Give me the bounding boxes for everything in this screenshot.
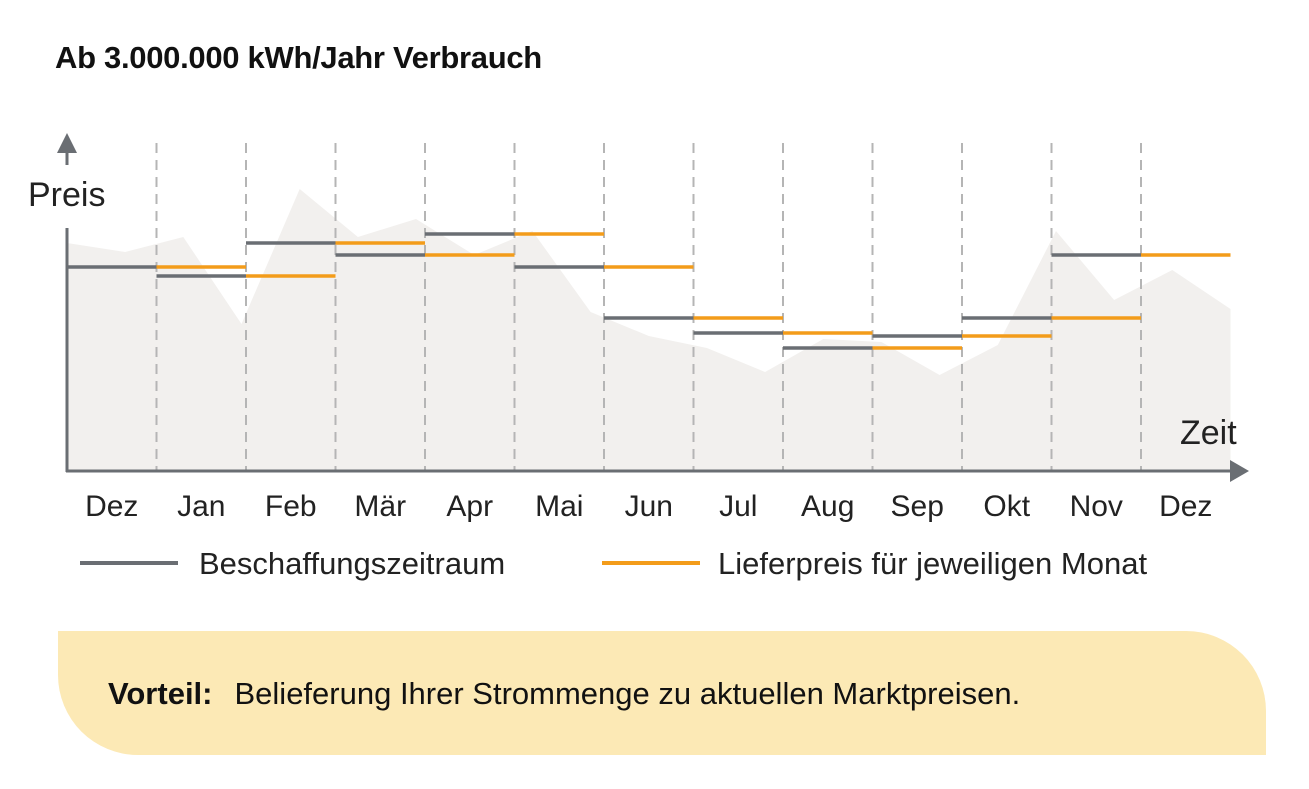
callout-content: Vorteil: Belieferung Ihrer Strommenge zu … [108,676,1020,712]
x-tick-label: Jan [177,490,225,523]
x-tick-label: Okt [983,490,1030,523]
y-axis-arrowhead [57,133,77,153]
callout-label: Vorteil: [108,676,213,711]
x-tick-label: Nov [1070,490,1123,523]
x-tick-label: Dez [1159,490,1212,523]
chart-title: Ab 3.000.000 kWh/Jahr Verbrauch [55,40,542,75]
x-tick-label: Jun [625,490,673,523]
x-tick-label: Jul [719,490,757,523]
market-price-area [67,189,1231,471]
x-tick-label: Apr [446,490,493,523]
legend-label-beschaffungszeitraum: Beschaffungszeitraum [199,546,505,581]
month-gridlines [155,143,1142,471]
callout-text: Belieferung Ihrer Strommenge zu aktuelle… [234,676,1021,711]
series-layer [67,232,1231,350]
x-tick-label: Aug [801,490,854,523]
x-tick-label: Mai [535,490,583,523]
y-axis-label: Preis [28,176,105,214]
x-tick-label: Feb [265,490,317,523]
chart: Preis Zeit Dez Jan Feb Mär Apr Mai Jun Jul Aug Se… [28,133,1249,581]
x-tick-label: Mär [354,490,406,523]
market-price-area-layer [67,189,1231,471]
advantage-callout: Vorteil: Belieferung Ihrer Strommenge zu … [58,631,1266,755]
legend-label-lieferpreis: Lieferpreis für jeweiligen Monat [718,546,1147,581]
x-axis-label: Zeit [1180,414,1237,452]
legend: Beschaffungszeitraum Lieferpreis für jew… [80,546,1147,581]
x-axis-arrowhead [1230,460,1249,482]
x-tick-label: Dez [85,490,138,523]
x-tick-label: Sep [891,490,944,523]
x-tick-labels: Dez Jan Feb Mär Apr Mai Jun Jul Aug Sep Okt Nov Dez [85,490,1212,523]
